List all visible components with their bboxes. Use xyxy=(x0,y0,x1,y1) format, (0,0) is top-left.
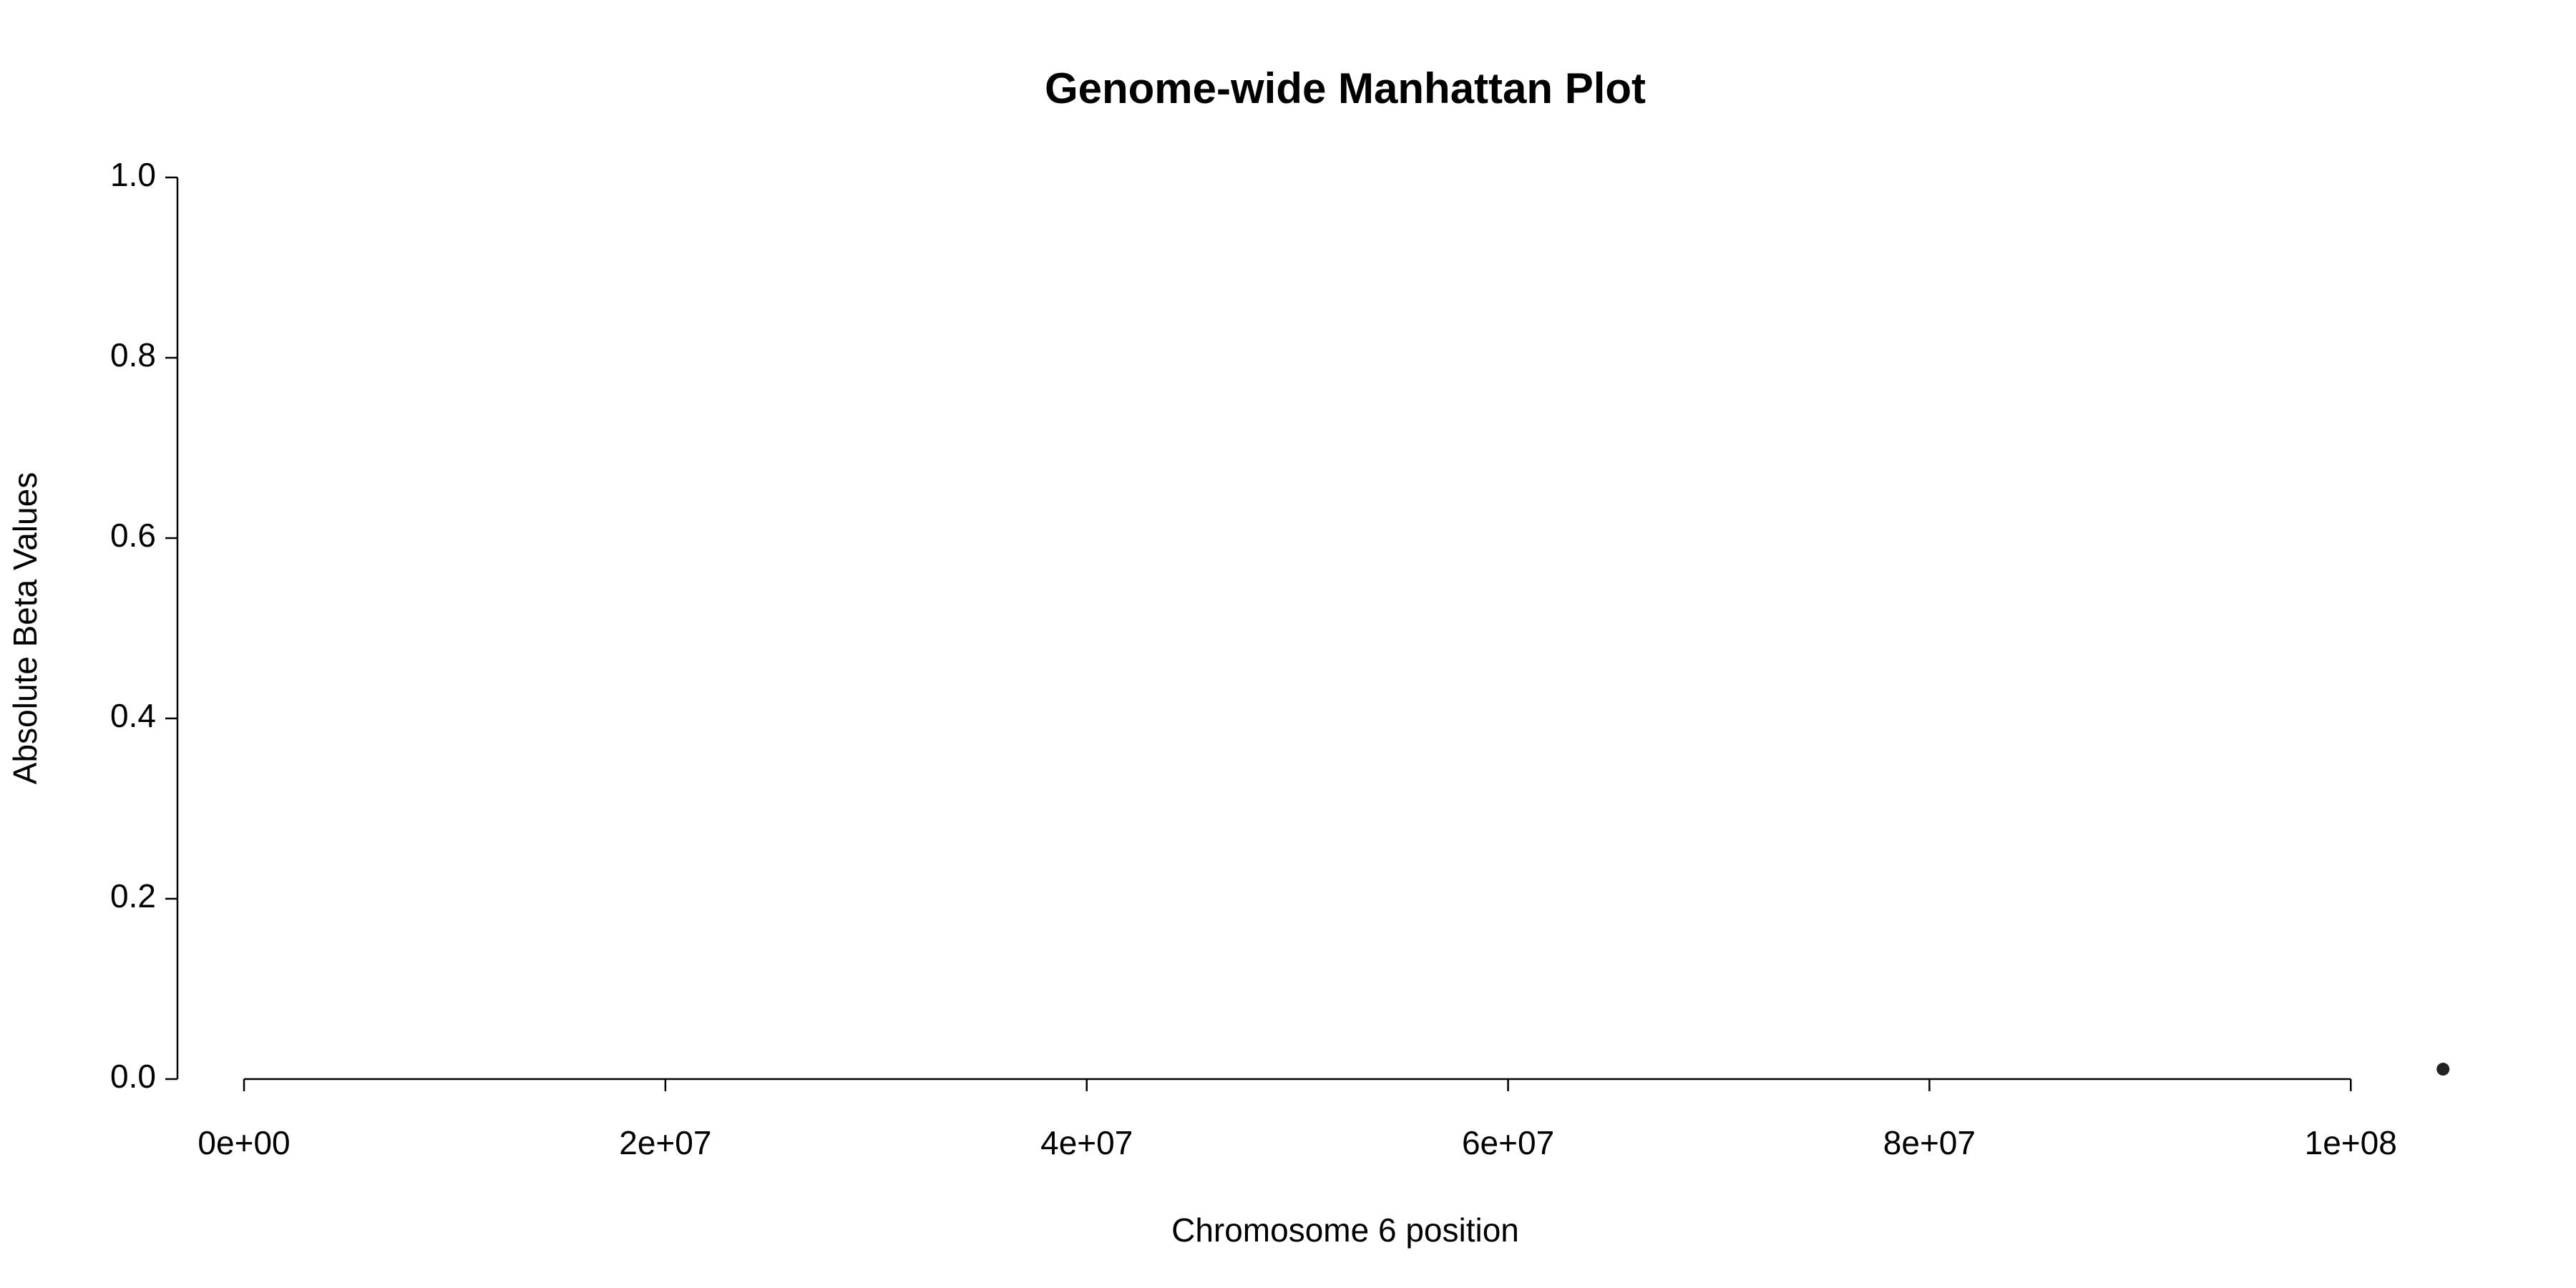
x-tick-label: 1e+08 xyxy=(2305,1124,2397,1161)
y-tick-label: 1.0 xyxy=(110,156,156,193)
y-axis-label: Absolute Beta Values xyxy=(6,472,44,784)
x-tick-label: 8e+07 xyxy=(1883,1124,1976,1161)
y-tick-label: 0.6 xyxy=(110,517,156,554)
data-point xyxy=(2436,1063,2450,1076)
y-tick-label: 0.4 xyxy=(110,697,156,734)
x-tick-label: 2e+07 xyxy=(619,1124,711,1161)
chart-title: Genome-wide Manhattan Plot xyxy=(1045,64,1646,112)
x-tick-label: 4e+07 xyxy=(1040,1124,1133,1161)
y-tick-label: 0.2 xyxy=(110,877,156,914)
y-tick-label: 0.0 xyxy=(110,1058,156,1095)
x-tick-label: 6e+07 xyxy=(1462,1124,1554,1161)
x-tick-label: 0e+00 xyxy=(197,1124,290,1161)
x-axis-label: Chromosome 6 position xyxy=(1171,1211,1519,1249)
y-tick-label: 0.8 xyxy=(110,336,156,374)
